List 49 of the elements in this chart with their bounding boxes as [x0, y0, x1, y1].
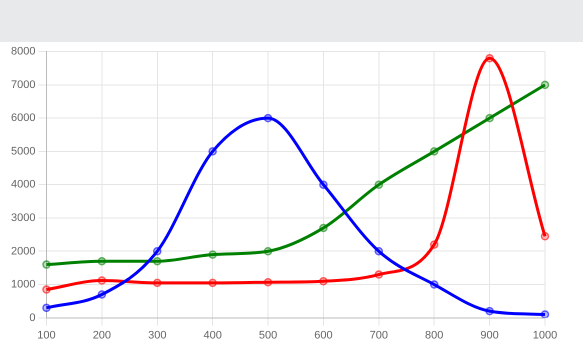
point: [208, 147, 217, 156]
point: [430, 280, 438, 289]
x-tick-label: 100: [37, 329, 56, 342]
point: [485, 114, 494, 122]
y-tick-label: 8000: [10, 46, 36, 58]
point: [319, 224, 328, 232]
y-tick-label: 4000: [10, 178, 36, 191]
point: [319, 276, 328, 286]
point: [264, 247, 272, 256]
point: [374, 247, 384, 256]
point: [319, 180, 328, 189]
x-tick-label: 200: [92, 329, 112, 342]
x-tick-label: 600: [314, 329, 333, 342]
y-tick-label: 0: [29, 312, 36, 324]
point: [264, 278, 272, 286]
x-tick-label: 1000: [532, 329, 558, 342]
x-tick-label: 900: [480, 329, 499, 342]
point: [264, 114, 272, 122]
y-tick-label: 1000: [10, 278, 36, 291]
point: [153, 256, 162, 266]
point: [98, 256, 106, 266]
y-tick-label: 5000: [10, 145, 36, 158]
x-tick-label: 400: [203, 329, 222, 342]
point: [42, 304, 51, 312]
point: [540, 310, 550, 318]
point: [430, 240, 438, 249]
x-tick-label: 800: [425, 329, 444, 342]
y-tick-label: 3000: [10, 212, 36, 224]
point: [153, 278, 162, 288]
point: [208, 278, 217, 288]
point: [374, 180, 384, 189]
point: [485, 306, 494, 316]
point: [42, 285, 51, 294]
x-tick-label: 300: [148, 329, 166, 342]
point: [208, 250, 217, 259]
point: [98, 276, 106, 285]
point: [485, 54, 494, 63]
point: [430, 147, 438, 156]
y-tick-label: 7000: [10, 78, 36, 91]
y-tick-label: 6000: [10, 112, 36, 124]
x-tick-label: 500: [258, 329, 278, 342]
point: [374, 270, 384, 279]
y-tick-label: 2000: [10, 245, 36, 258]
point: [42, 260, 51, 269]
point: [98, 290, 106, 299]
point: [540, 232, 550, 241]
x-tick-label: 700: [370, 329, 388, 342]
point: [153, 247, 162, 256]
point: [540, 80, 550, 90]
